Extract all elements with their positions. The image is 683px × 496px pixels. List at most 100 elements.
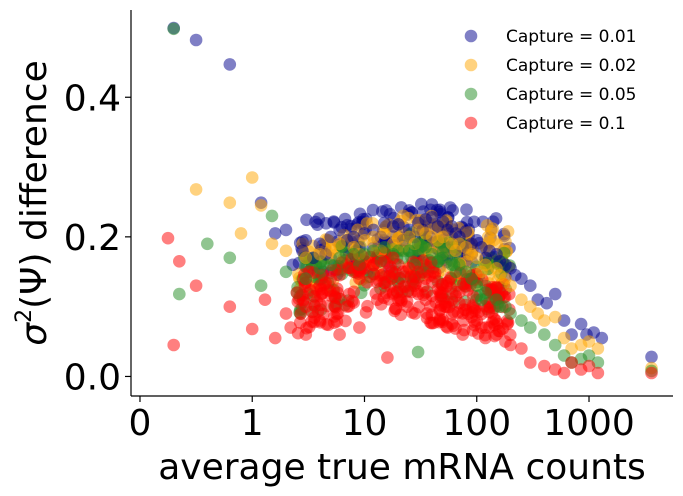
- legend-entry-label: Capture = 0.1: [506, 114, 626, 134]
- data-point-series-4: [367, 258, 380, 272]
- density-marker: [312, 212, 326, 225]
- density-marker: [328, 299, 342, 313]
- data-point-series-4: [524, 356, 537, 369]
- data-point-series-1: [313, 237, 327, 251]
- data-point-series-3: [515, 314, 528, 327]
- data-point-series-2: [313, 248, 327, 261]
- data-point-series-3: [173, 287, 186, 301]
- data-point-series-4: [299, 300, 313, 314]
- data-point-series-2: [265, 237, 279, 251]
- density-marker: [366, 203, 380, 217]
- data-point-series-4: [431, 282, 445, 296]
- y-tick-label: 0.2: [64, 218, 121, 259]
- y-axis-label-symbol: σ: [14, 322, 55, 346]
- data-point-series-2: [367, 230, 380, 244]
- data-point-series-3: [378, 241, 391, 254]
- data-point-series-2: [431, 234, 445, 247]
- data-point-series-1: [574, 317, 588, 331]
- density-marker: [314, 289, 327, 303]
- legend-marker: [464, 87, 478, 101]
- data-point-series-4: [374, 268, 388, 282]
- data-point-series-2: [582, 335, 596, 348]
- x-axis-label: average true mRNA counts: [158, 447, 646, 488]
- data-point-series-3: [324, 258, 338, 272]
- data-point-series-4: [313, 279, 327, 293]
- data-point-series-4: [290, 286, 304, 300]
- density-marker: [485, 225, 498, 238]
- data-point-series-4: [504, 338, 517, 352]
- data-point-series-4: [386, 286, 400, 300]
- data-point-series-2: [515, 293, 528, 307]
- data-point-series-1: [299, 234, 313, 247]
- legend: Capture = 0.01 Capture = 0.02 Capture = 0.…: [464, 27, 637, 134]
- x-tick-label: 1: [241, 403, 264, 444]
- data-point-series-4: [161, 231, 175, 245]
- data-point-series-1: [595, 331, 609, 345]
- data-point-series-3: [449, 265, 463, 279]
- data-point-series-1: [515, 272, 528, 286]
- data-point-series-4: [258, 293, 272, 307]
- data-point-series-4: [333, 328, 346, 341]
- data-point-series-1: [459, 225, 473, 238]
- density-marker: [415, 197, 428, 211]
- data-point-series-3: [347, 248, 360, 261]
- data-point-series-2: [299, 251, 313, 265]
- data-point-series-4: [299, 328, 313, 341]
- data-point-series-3: [367, 244, 380, 258]
- data-point-series-2: [449, 244, 463, 258]
- density-marker: [300, 213, 313, 227]
- data-point-series-1: [548, 287, 562, 301]
- data-point-series-4: [371, 293, 384, 307]
- data-point-series-3: [265, 209, 279, 223]
- x-tick-label: 1000: [543, 403, 635, 444]
- data-point-series-2: [245, 171, 259, 184]
- data-point-series-2: [189, 183, 203, 196]
- data-point-series-4: [353, 321, 366, 334]
- y-tick-label: 0.0: [64, 357, 121, 398]
- x-tick-label: 10: [342, 403, 388, 444]
- data-point-series-3: [201, 237, 214, 251]
- data-point-series-3: [470, 279, 484, 293]
- data-point-series-3: [504, 307, 517, 320]
- data-point-series-4: [279, 307, 293, 320]
- data-point-series-3: [279, 265, 293, 279]
- data-point-series-4: [167, 338, 180, 352]
- points-layer: [161, 21, 658, 380]
- data-point-series-4: [515, 342, 528, 355]
- data-point-series-4: [645, 366, 658, 380]
- data-point-series-3: [538, 328, 551, 341]
- data-point-series-2: [234, 227, 248, 240]
- data-point-series-1: [268, 227, 282, 240]
- data-point-series-3: [524, 321, 537, 334]
- density-marker: [361, 299, 374, 313]
- legend-marker: [464, 116, 478, 130]
- data-point-series-2: [538, 314, 551, 327]
- data-point-series-1: [392, 218, 405, 231]
- data-point-series-1: [524, 279, 537, 293]
- y-axis-label: σ2(Ψ) difference: [12, 60, 55, 345]
- data-point-series-3: [493, 300, 507, 314]
- data-point-series-4: [582, 359, 596, 373]
- data-point-series-3: [167, 22, 180, 36]
- data-point-series-1: [333, 223, 346, 237]
- legend-marker: [464, 58, 478, 72]
- legend-entry-label: Capture = 0.05: [506, 85, 637, 105]
- data-point-series-1: [189, 33, 203, 47]
- data-point-series-1: [279, 223, 293, 237]
- data-point-series-4: [223, 300, 237, 314]
- data-point-series-3: [299, 272, 313, 286]
- axes-layer: [130, 10, 673, 397]
- data-point-series-1: [425, 211, 439, 224]
- density-marker: [460, 203, 473, 216]
- data-point-series-4: [408, 279, 422, 293]
- y-axis-label-superscript: 2: [12, 309, 37, 323]
- data-point-series-4: [400, 300, 414, 314]
- data-point-series-4: [353, 272, 366, 286]
- data-point-series-3: [411, 345, 425, 359]
- data-point-series-4: [441, 321, 454, 334]
- data-point-series-4: [189, 279, 203, 293]
- data-point-series-4: [565, 356, 578, 369]
- data-point-series-2: [475, 265, 488, 279]
- density-marker: [389, 302, 402, 316]
